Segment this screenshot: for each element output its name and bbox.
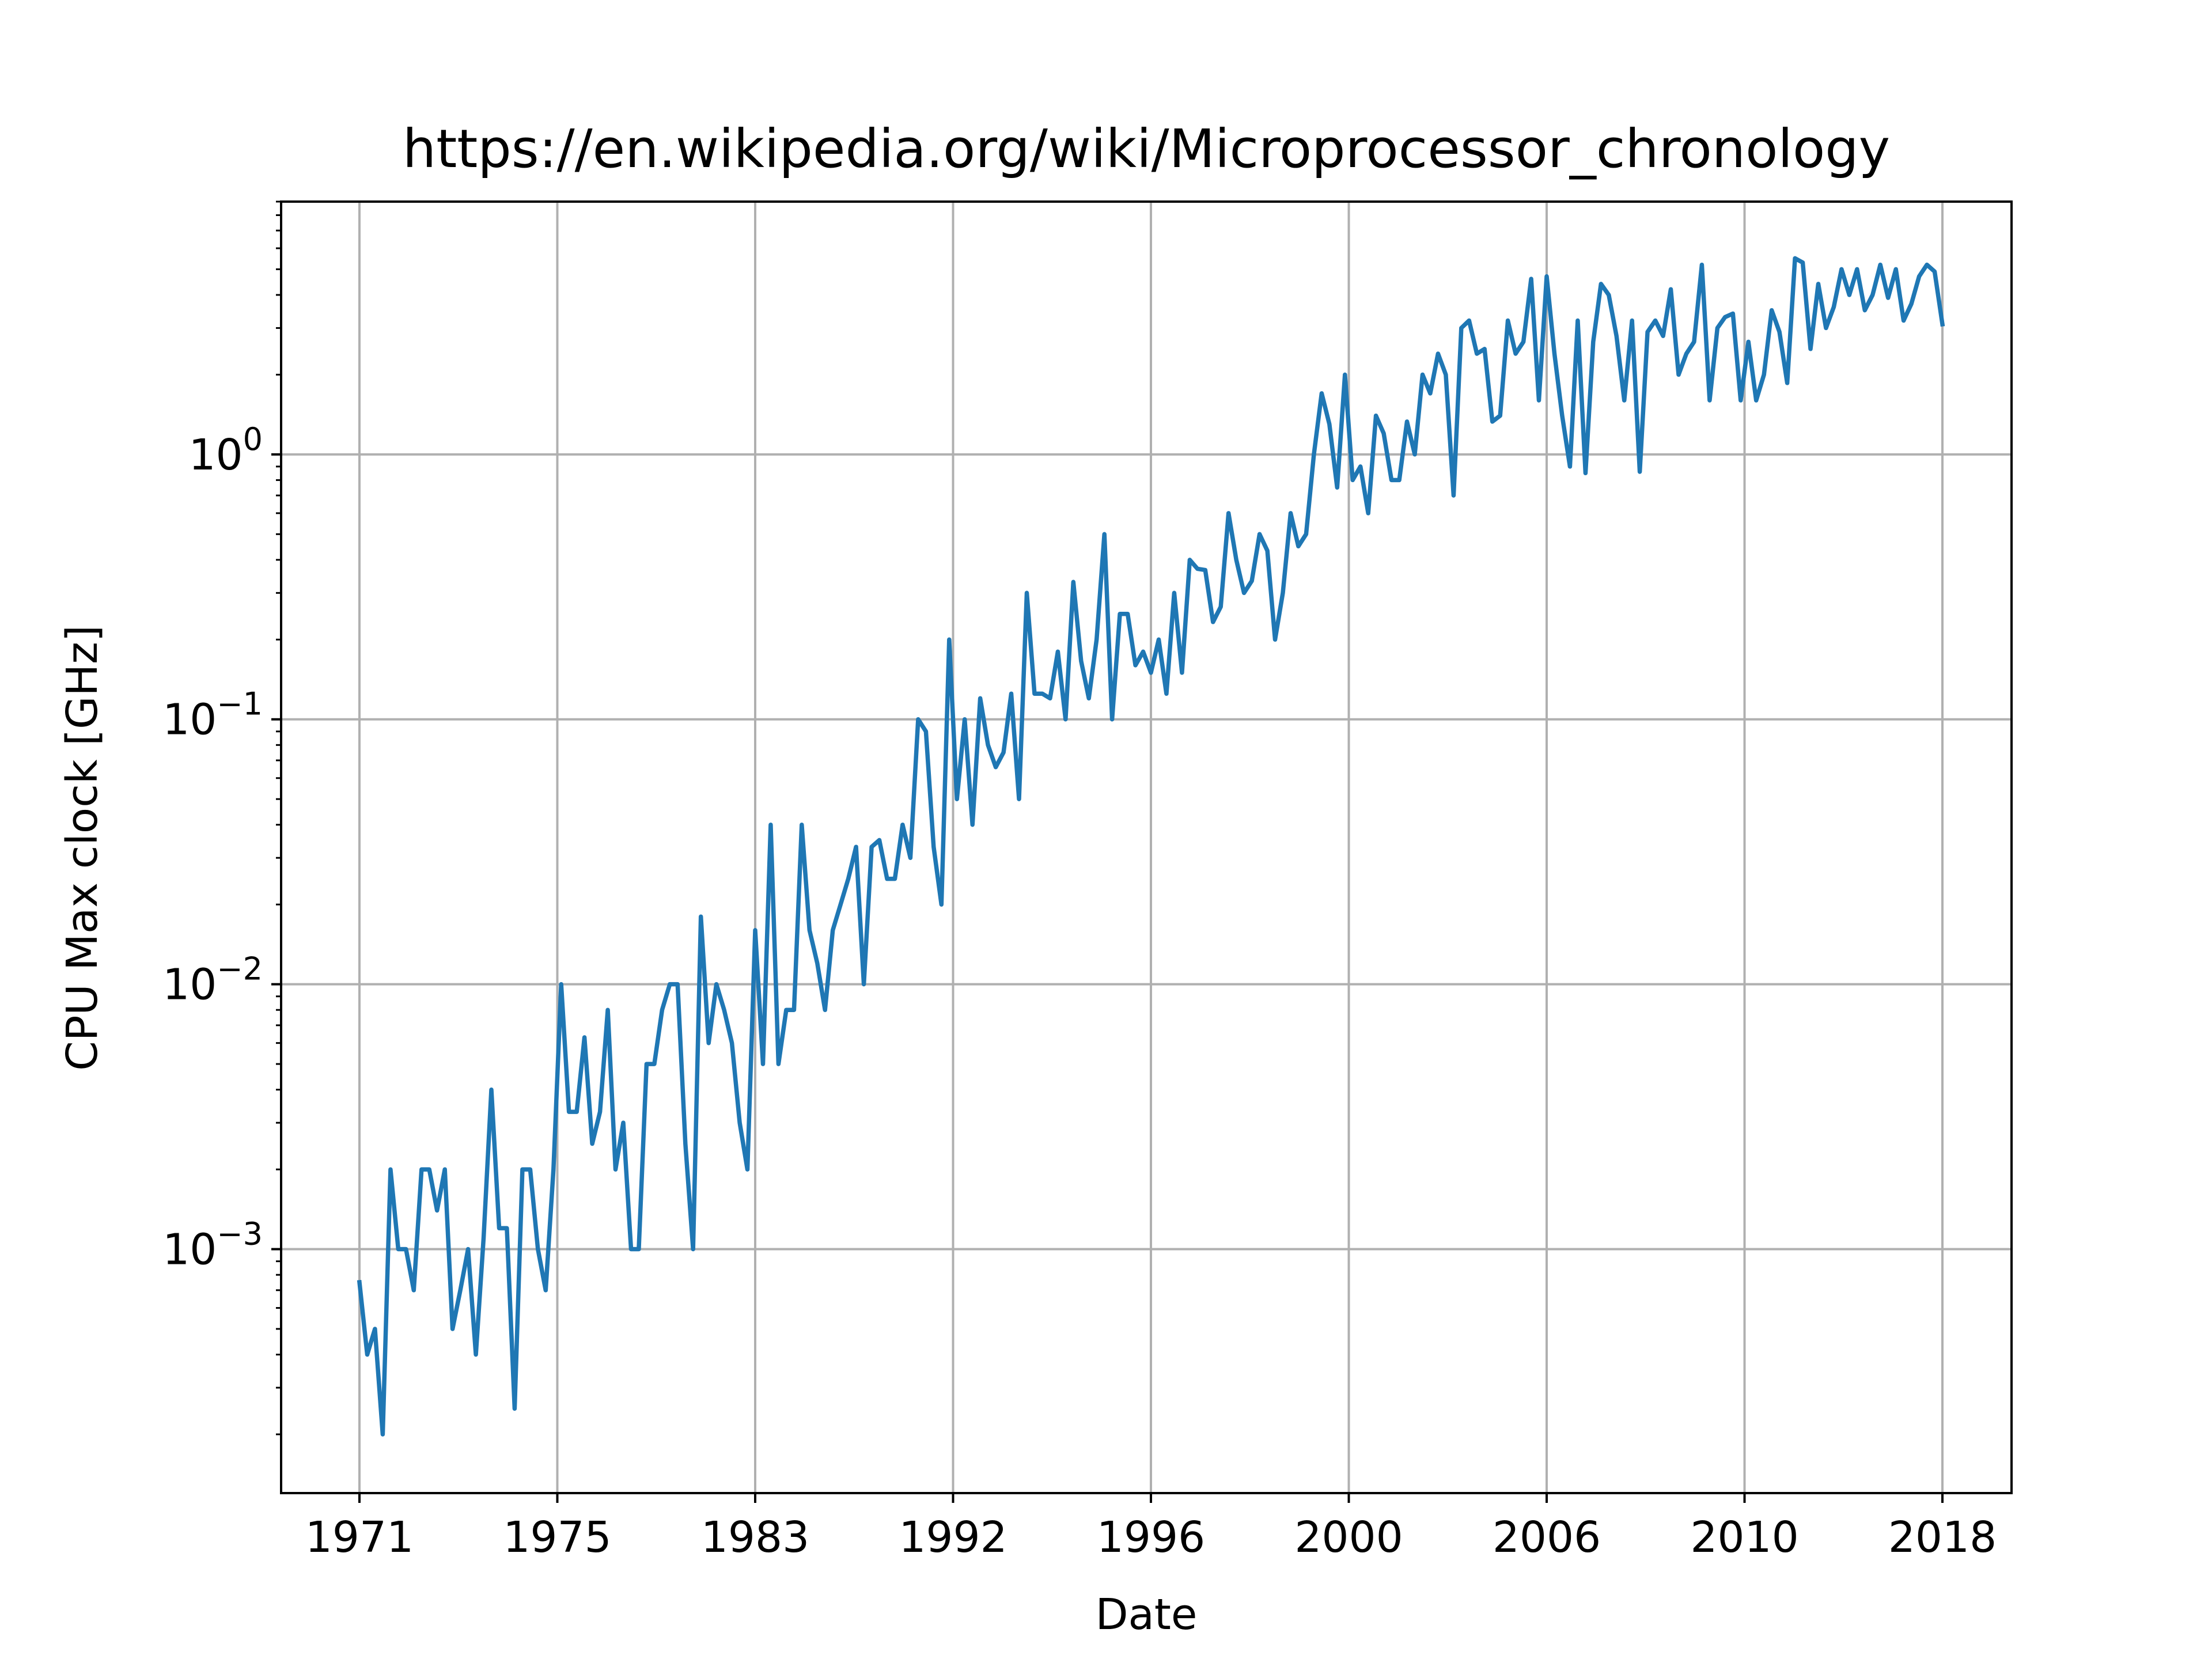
y-tick-label: 10−2 (162, 951, 263, 1010)
x-tick-label: 1971 (305, 1513, 414, 1562)
plot-area-background (281, 202, 2012, 1493)
y-tick-label: 100 (188, 421, 263, 480)
x-tick-label: 1983 (701, 1513, 809, 1562)
plot-frame (280, 200, 2013, 1494)
x-tick-label: 1975 (503, 1513, 611, 1562)
cpu-clock-series-line (357, 256, 1945, 1437)
x-tick-label: 2000 (1294, 1513, 1403, 1562)
chart-title: https://en.wikipedia.org/wiki/Microproce… (403, 118, 1890, 180)
y-tick-label: 10−3 (162, 1216, 263, 1275)
x-tick-label: 1992 (899, 1513, 1007, 1562)
x-tick-label: 2010 (1690, 1513, 1798, 1562)
y-axis-label: CPU Max clock [GHz] (58, 625, 107, 1071)
y-tick-exponent: −2 (217, 951, 263, 987)
y-tick-base: 10 (162, 960, 217, 1010)
x-tick-label: 1996 (1097, 1513, 1205, 1562)
grid (281, 202, 2012, 1493)
y-tick-exponent: −1 (217, 686, 263, 722)
y-tick-exponent: −3 (217, 1216, 263, 1252)
x-tick-labels: 1971 1975 1983 1992 1996 2000 2006 2010 2018 (305, 1513, 1997, 1562)
series-layer (357, 256, 1945, 1437)
y-tick-exponent: 0 (243, 421, 263, 457)
x-axis-label: Date (1096, 1590, 1198, 1639)
x-tick-label: 2006 (1493, 1513, 1601, 1562)
ticks (271, 200, 1944, 1503)
y-tick-base: 10 (162, 1225, 217, 1275)
x-tick-label: 2018 (1888, 1513, 1997, 1562)
y-tick-label: 10−1 (162, 686, 263, 745)
y-tick-base: 10 (162, 695, 217, 745)
y-tick-base: 10 (188, 430, 243, 480)
